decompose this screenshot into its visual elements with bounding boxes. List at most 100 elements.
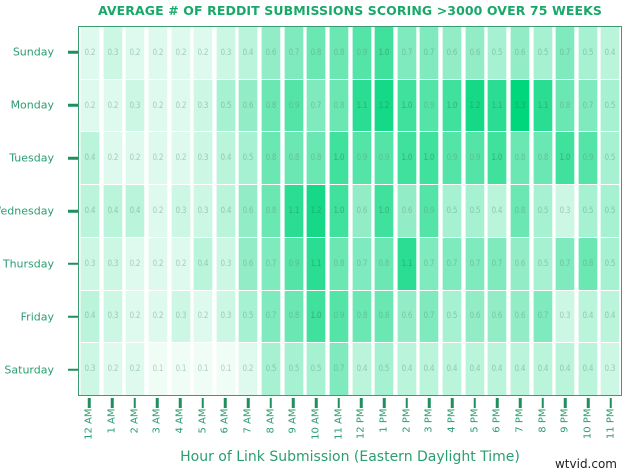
heatmap-cell: 0.4 [533,343,552,395]
heatmap-cell: 1.0 [397,79,416,132]
x-tick-label: 3 PM [423,408,435,433]
heatmap-cell: 1.1 [284,185,303,237]
heatmap-cell: 0.6 [238,185,258,237]
heatmap-cell: 0.4 [600,290,620,343]
heatmap-cell: 0.5 [600,132,620,185]
heatmap-cell: 0.8 [261,185,281,237]
heatmap-cell: 1.0 [487,132,507,185]
heatmap-cell: 0.6 [487,290,507,343]
heatmap-cell: 0.4 [193,237,213,290]
heatmap-cell: 0.8 [306,27,326,79]
y-tick-mark [68,156,78,160]
heatmap-cell: 0.9 [352,132,371,185]
x-tick-mark [88,398,91,408]
heatmap-cell: 0.8 [510,132,529,185]
heatmap-cell: 0.7 [419,237,439,290]
x-tick-mark [405,398,408,408]
y-tick-label: Thursday [2,257,54,271]
heatmap-cell: 0.9 [578,132,597,185]
heatmap-cell: 0.8 [284,132,303,185]
heatmap-cell: 0.4 [80,290,100,343]
heatmap-cell: 1.0 [442,79,462,132]
x-tick-label: 11 PM [605,408,617,440]
x-tick-label: 9 PM [559,408,571,433]
heatmap-cell: 0.7 [261,290,281,343]
heatmap-cell: 0.4 [419,343,439,395]
heatmap-cell: 1.2 [465,79,484,132]
heatmap-cell: 0.5 [442,290,462,343]
heatmap-cell: 0.5 [578,27,597,79]
heatmap-cell: 0.7 [397,27,416,79]
x-tick-mark [246,398,250,408]
heatmap-cell: 0.7 [555,27,575,79]
heatmap-cell: 0.9 [284,237,303,290]
heatmap-cell: 0.4 [103,185,122,237]
heatmap-grid: 0.2 0.3 0.2 0.2 0.2 0.2 0.3 0.4 0.6 0.7 0.8 0.8 0.9 1… [78,26,622,396]
heatmap-cell: 0.4 [578,343,597,395]
heatmap-cell: 0.6 [397,185,416,237]
heatmap-cell: 0.3 [171,290,190,343]
x-tick-label: 6 PM [491,408,503,433]
heatmap-cell: 0.3 [193,185,213,237]
heatmap-cell: 0.8 [578,237,597,290]
heatmap-cell: 0.8 [329,79,348,132]
heatmap-cell: 0.7 [419,290,439,343]
heatmap-cell: 0.4 [80,132,100,185]
heatmap-cell: 0.5 [374,343,394,395]
heatmap-cell: 0.7 [261,237,281,290]
x-tick-mark [201,398,204,408]
heatmap-cell: 0.8 [329,27,348,79]
heatmap-cell: 0.4 [578,290,597,343]
heatmap-cell: 0.3 [80,343,100,395]
x-tick-mark [269,398,272,408]
heatmap-cell: 0.8 [329,237,348,290]
x-tick-label: 6 AM [219,408,231,434]
heatmap-cell: 0.7 [555,237,575,290]
heatmap-cell: 0.5 [465,185,484,237]
y-tick-label: Tuesday [9,151,54,165]
heatmap-cell: 0.7 [442,237,462,290]
heatmap-cell: 0.5 [600,79,620,132]
heatmap-cell: 0.2 [171,27,190,79]
heatmap-cell: 0.4 [600,27,620,79]
heatmap-cell: 0.4 [487,343,507,395]
heatmap-cell: 0.8 [306,132,326,185]
heatmap-cell: 0.2 [125,237,145,290]
x-tick-label: 10 AM [310,408,322,440]
heatmap-cell: 1.0 [329,132,348,185]
x-tick-mark [586,398,590,408]
heatmap-cell: 0.3 [555,185,575,237]
x-tick-mark [496,398,499,408]
x-tick-label: 10 PM [582,408,594,440]
y-tick-mark [68,368,78,371]
heatmap-cell: 0.4 [487,185,507,237]
heatmap-cell: 0.8 [261,79,281,132]
heatmap-cell: 0.3 [171,185,190,237]
heatmap-cell: 0.9 [465,132,484,185]
heatmap-cell: 0.4 [216,132,235,185]
heatmap-cell: 0.6 [238,237,258,290]
heatmap-cell: 1.1 [533,79,552,132]
heatmap-cell: 0.2 [148,132,167,185]
heatmap-cell: 0.8 [284,290,303,343]
x-tick-label: 5 PM [469,408,481,433]
heatmap-cell: 0.3 [193,79,213,132]
x-tick-label: 8 AM [265,408,277,434]
x-tick-mark [382,398,386,408]
watermark: wtvid.com [554,457,617,471]
heatmap-cell: 0.4 [352,343,371,395]
x-tick-label: 4 PM [446,408,458,433]
chart-title: AVERAGE # OF REDDIT SUBMISSIONS SCORING … [97,3,603,18]
heatmap-cell: 1.1 [487,79,507,132]
heatmap-cell: 0.5 [487,27,507,79]
heatmap-cell: 0.3 [193,132,213,185]
heatmap-cell: 0.3 [216,290,235,343]
heatmap-cell: 1.1 [397,237,416,290]
heatmap-cell: 0.2 [103,79,122,132]
heatmap-cell: 0.2 [171,132,190,185]
heatmap-cell: 0.5 [238,132,258,185]
heatmap-cell: 0.5 [533,27,552,79]
heatmap-cell: 0.6 [510,237,529,290]
heatmap-cell: 1.0 [419,132,439,185]
heatmap-cell: 0.2 [193,290,213,343]
